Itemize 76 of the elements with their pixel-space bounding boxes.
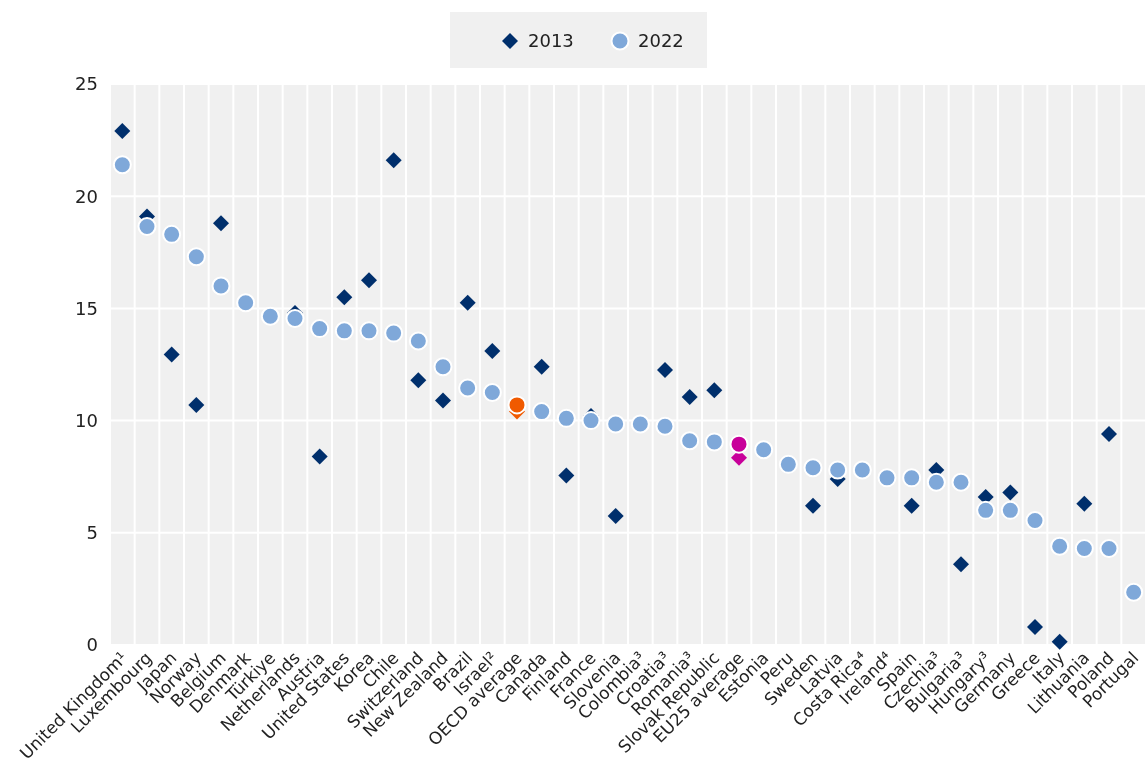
point xyxy=(1025,510,1045,530)
point xyxy=(260,306,280,326)
point xyxy=(607,507,624,524)
point xyxy=(361,272,377,289)
point xyxy=(410,372,427,389)
point xyxy=(706,382,723,399)
point xyxy=(310,319,330,339)
point xyxy=(630,414,650,434)
point xyxy=(1050,536,1070,556)
point xyxy=(1124,582,1144,602)
point xyxy=(484,343,501,360)
point xyxy=(729,434,749,454)
point xyxy=(902,468,922,488)
point xyxy=(877,468,897,488)
y-tick-label: 10 xyxy=(75,409,98,431)
point xyxy=(1027,619,1043,636)
point xyxy=(507,395,527,415)
point xyxy=(1000,500,1020,520)
point xyxy=(458,378,478,398)
point xyxy=(114,123,131,140)
point xyxy=(953,556,969,573)
point xyxy=(558,467,575,484)
point xyxy=(655,416,675,436)
point xyxy=(137,216,157,236)
point xyxy=(680,431,700,451)
point xyxy=(1099,539,1119,559)
point xyxy=(1101,426,1117,443)
point xyxy=(385,152,402,169)
point xyxy=(213,215,229,232)
point xyxy=(951,472,971,492)
point xyxy=(1051,633,1068,650)
y-tick-label: 25 xyxy=(75,73,98,95)
point xyxy=(112,155,132,175)
point xyxy=(704,432,724,452)
point xyxy=(1076,495,1093,512)
legend-label: 2022 xyxy=(638,30,684,52)
point xyxy=(384,323,404,343)
y-tick-label: 5 xyxy=(86,522,98,544)
point xyxy=(778,454,798,474)
point xyxy=(359,321,379,341)
point xyxy=(311,448,328,465)
point xyxy=(828,460,848,480)
point xyxy=(606,414,626,434)
point xyxy=(433,357,453,377)
point xyxy=(657,362,673,379)
legend-label: 2013 xyxy=(528,30,574,52)
point xyxy=(805,497,821,514)
point xyxy=(211,276,231,296)
point xyxy=(556,408,576,428)
point xyxy=(334,321,354,341)
point xyxy=(285,309,305,328)
point xyxy=(336,289,353,306)
point xyxy=(162,224,182,244)
point xyxy=(903,497,920,514)
point xyxy=(163,346,180,363)
point xyxy=(186,247,206,267)
point xyxy=(236,293,256,313)
point xyxy=(435,392,451,409)
point xyxy=(926,472,946,492)
point xyxy=(754,440,774,460)
point xyxy=(681,389,698,406)
point xyxy=(581,411,601,431)
y-tick-label: 20 xyxy=(75,185,98,207)
point xyxy=(482,383,502,403)
point xyxy=(852,460,872,480)
point xyxy=(188,396,205,413)
point xyxy=(1002,484,1019,501)
point xyxy=(1074,539,1094,559)
y-tick-label: 15 xyxy=(75,297,98,319)
y-tick-label: 0 xyxy=(86,634,98,656)
point xyxy=(408,331,428,351)
point xyxy=(532,402,552,422)
point xyxy=(533,358,550,375)
point xyxy=(459,294,476,311)
point xyxy=(803,458,823,478)
point xyxy=(976,500,996,520)
